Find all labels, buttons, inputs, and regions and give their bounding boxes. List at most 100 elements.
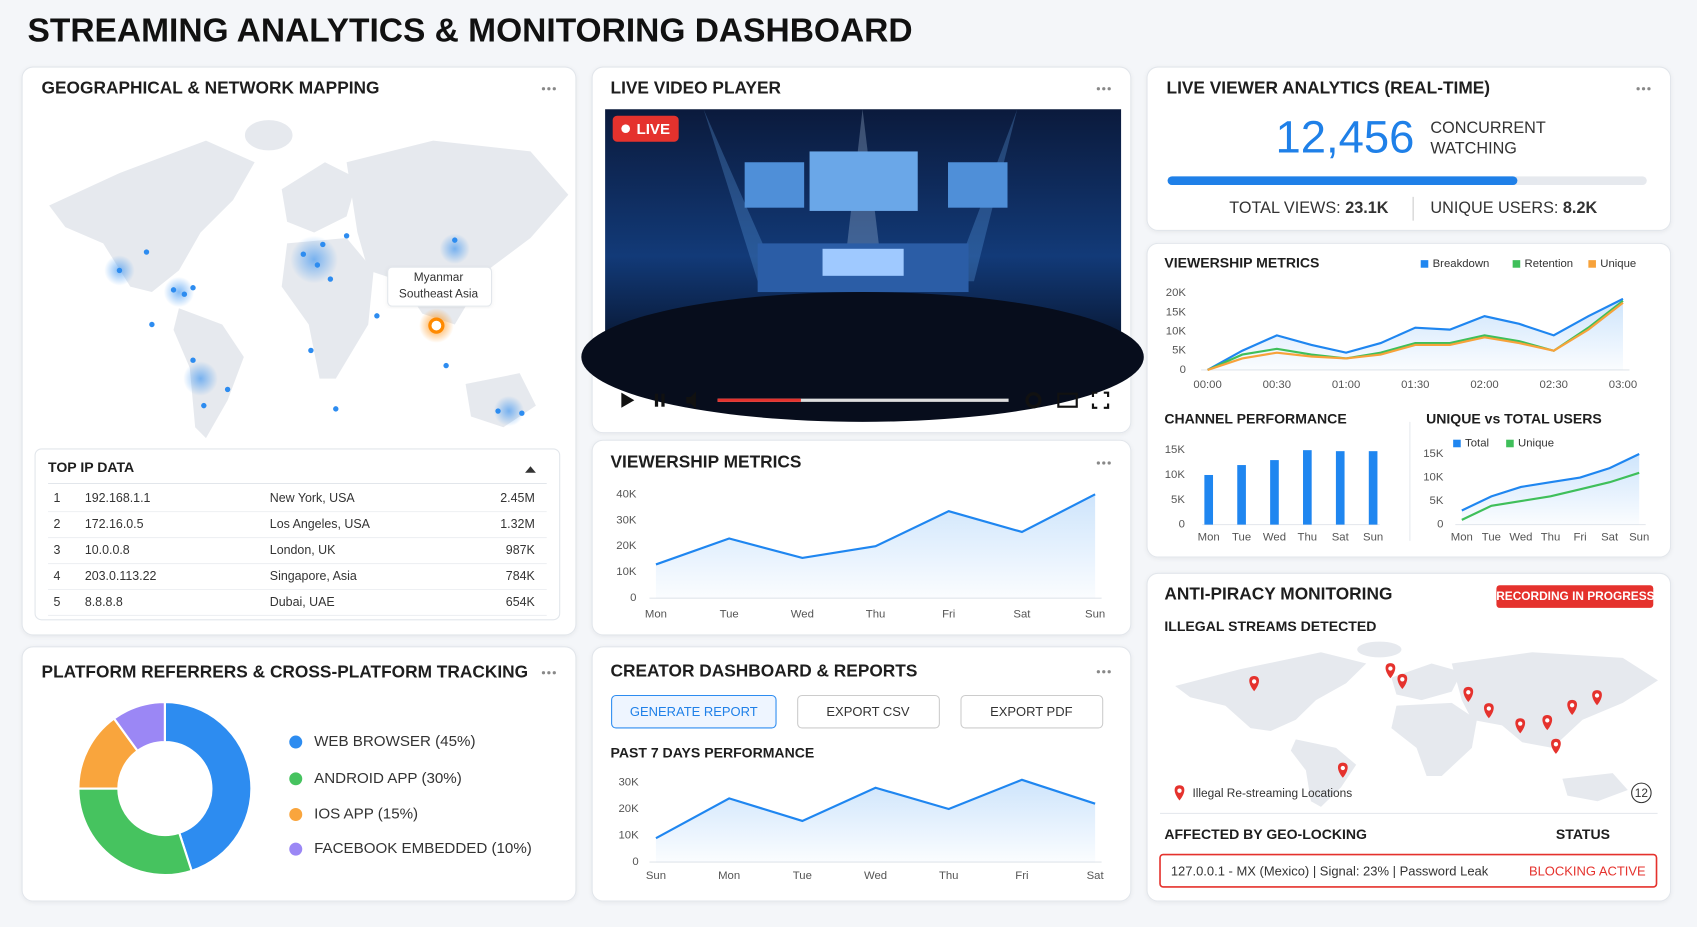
panel [1146,66,1672,231]
legend-label: Unique [1600,258,1636,270]
y-tick-label: 40K [616,488,637,500]
legend-label: Unique [1518,437,1554,449]
section-title: AFFECTED BY GEO-LOCKING [1164,826,1367,842]
theater-button[interactable] [1057,392,1078,408]
x-tick-label: Wed [1509,532,1532,544]
table-cell: 1 [53,491,60,505]
table-cell: 1.32M [500,517,535,531]
pin-hole [1594,693,1600,698]
y-tick-label: 20K [618,803,639,815]
row-text: 127.0.0.1 - MX (Mexico) | Signal: 23% | … [1171,863,1489,878]
x-tick-label: Fri [942,608,955,620]
panel [591,646,1132,902]
x-tick-label: Tue [793,870,812,882]
viewer-count: 12,456 [1276,112,1415,163]
tooltip-text: Southeast Asia [399,286,479,300]
button[interactable] [960,694,1104,729]
video-frame[interactable] [581,109,1144,422]
y-tick-label: 0 [1180,364,1186,376]
settings-button[interactable] [1025,392,1042,409]
line [1207,301,1624,371]
x-tick-label: Tue [720,608,739,620]
legend-dot [289,842,303,856]
bar [1204,474,1214,525]
y-tick-label: 20K [616,540,637,552]
x-tick-label: 00:30 [1263,379,1291,391]
button[interactable] [611,694,777,729]
legend-label: Retention [1525,258,1574,270]
chart-title: PLATFORM REFERRERS & CROSS-PLATFORM TRAC… [42,661,529,681]
x-tick-label: Sat [1601,532,1619,544]
more-menus[interactable] [541,87,1651,675]
table-cell: 3 [53,543,60,557]
y-tick-label: 30K [616,514,637,526]
x-tick-label: Fri [1015,870,1028,882]
y-tick-label: 10K [618,830,639,842]
volume-button[interactable] [686,391,696,409]
legend-label: Total [1465,437,1489,449]
count-badge [1631,782,1652,804]
panel-title: LIVE VIEWER ANALYTICS (REAL-TIME) [1167,77,1491,97]
panel-title: CREATOR DASHBOARD & REPORTS [611,660,918,680]
x-tick-label: Sat [1332,532,1350,544]
legend-label: WEB BROWSER (45%) [314,733,475,750]
line [1461,453,1640,512]
live-text: LIVE [636,121,670,138]
badge-text: RECORDING IN PROGRESS [1496,589,1654,603]
y-tick-label: 0 [630,592,636,604]
y-tick-label: 10K [1165,469,1186,481]
x-tick-label: Sun [646,870,666,882]
pin-hole [1340,765,1345,771]
y-tick-label: 10K [1423,472,1444,484]
button-label[interactable]: GENERATE REPORT [630,704,758,719]
x-tick-label: Sat [1013,608,1031,620]
y-tick-label: 10K [1166,326,1187,338]
stat-label: UNIQUE USERS: [1430,199,1558,217]
x-tick-label: 01:30 [1401,379,1429,391]
bar [1335,451,1345,525]
live-badge [612,115,679,142]
x-tick-label: Mon [645,608,667,620]
bar [1303,450,1312,525]
panel-title: GEOGRAPHICAL & NETWORK MAPPING [42,77,380,97]
pin-hole [1486,706,1492,711]
table-cell: 172.16.0.5 [85,517,144,531]
x-tick-label: 02:00 [1470,379,1498,391]
table-cell: 192.168.1.1 [85,491,151,505]
table-cell: 654K [506,595,536,609]
section-title: ILLEGAL STREAMS DETECTED [1164,618,1376,634]
legend-label: IOS APP (15%) [314,806,418,823]
pause-button[interactable] [654,393,665,407]
pin-hole [1569,703,1575,708]
collapse-toggle[interactable] [525,466,536,473]
fullscreen-button[interactable] [1091,391,1110,409]
x-tick-label: Mon [718,870,740,882]
legend-label: ANDROID APP (30%) [314,770,462,787]
legend-dot [289,772,303,786]
button-label[interactable]: EXPORT PDF [990,704,1072,719]
piracy-pins [1174,663,1602,801]
pin-hole [1388,666,1393,671]
donut-slice [163,700,253,873]
x-tick-label: Tue [1232,532,1251,544]
map-legend: Illegal Re-streaming Locations [1192,786,1352,800]
x-tick-label: Sun [1085,608,1105,620]
y-tick-label: 5K [1430,495,1444,507]
table-cell: Los Angeles, USA [270,517,371,531]
x-tick-label: Mon [1198,532,1220,544]
pin-hole [1251,679,1257,684]
section-title: STATUS [1556,826,1610,842]
x-tick-label: Mon [1451,532,1473,544]
legend-dot [289,735,303,749]
button-label[interactable]: EXPORT CSV [826,704,909,719]
pin-hole [1177,788,1182,793]
button[interactable] [797,694,940,729]
y-tick-label: 5K [1171,494,1185,506]
page-title: STREAMING ANALYTICS & MONITORING DASHBOA… [28,12,913,49]
y-tick-label: 30K [618,776,639,788]
x-tick-label: 02:30 [1540,379,1568,391]
x-tick-label: Thu [1541,532,1561,544]
pin [1567,699,1578,715]
play-button[interactable] [621,392,635,408]
count-label: WATCHING [1430,140,1517,158]
